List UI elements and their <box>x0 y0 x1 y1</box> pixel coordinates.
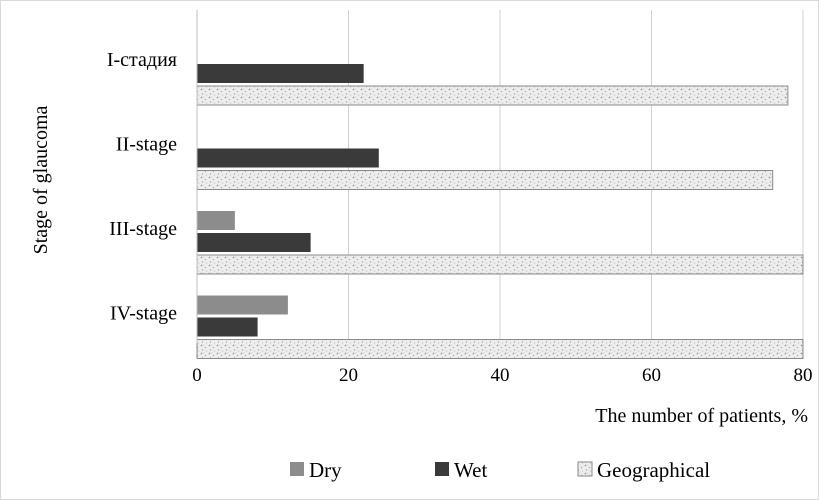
bar-dry-3 <box>197 211 235 230</box>
bar-dry-4 <box>197 295 288 315</box>
category-label: II-stage <box>116 134 177 156</box>
bar-wet-1 <box>197 64 364 83</box>
x-tick-label: 0 <box>192 365 202 386</box>
bar-wet-4 <box>197 317 258 337</box>
category-label: III-stage <box>109 218 177 240</box>
bar-geographical-3 <box>196 254 804 275</box>
x-tick-label: 20 <box>339 365 358 386</box>
bar-wet-3 <box>197 233 311 252</box>
bar-geographical-4 <box>196 339 804 359</box>
bar-geographical-2 <box>196 170 774 190</box>
bar-wet-2 <box>197 148 379 168</box>
legend: Dry Wet Geographical <box>290 458 710 482</box>
legend-label-geographical: Geographical <box>597 458 710 482</box>
category-label: I-стадия <box>107 49 177 71</box>
legend-swatch-wet <box>435 462 449 476</box>
x-tick-label: 40 <box>491 365 510 386</box>
y-axis-title: Stage of glaucoma <box>30 105 52 254</box>
x-tick-labels: 0 20 40 60 80 <box>192 365 812 386</box>
legend-swatch-dry <box>290 462 304 476</box>
x-axis-title: The number of patients, % <box>595 405 808 427</box>
bar-geographical-1 <box>196 85 789 106</box>
x-tick-label: 80 <box>794 365 813 386</box>
legend-label-dry: Dry <box>309 458 342 482</box>
category-labels: I-стадия II-stage III-stage IV-stage <box>107 49 177 325</box>
category-label: IV-stage <box>110 303 177 325</box>
legend-swatch-geographical <box>577 461 593 477</box>
x-tick-label: 60 <box>642 365 661 386</box>
legend-label-wet: Wet <box>454 458 487 482</box>
